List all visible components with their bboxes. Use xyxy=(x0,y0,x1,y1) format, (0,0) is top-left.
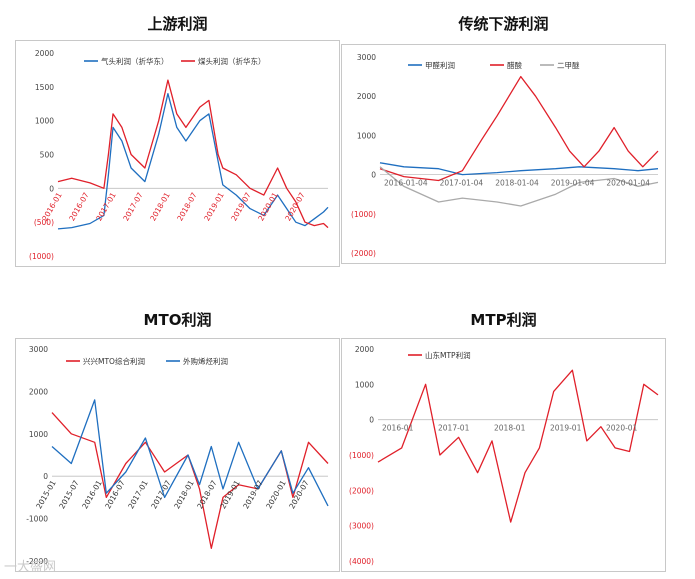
y-tick-label: 2000 xyxy=(355,345,374,354)
x-tick-label: 2018-01 xyxy=(172,479,196,511)
x-tick-label: 2017-01 xyxy=(438,424,470,433)
y-tick-label: 0 xyxy=(371,171,376,180)
x-tick-label: 2019-01 xyxy=(202,191,226,223)
x-tick-label: 2019-07 xyxy=(229,191,253,223)
y-tick-label: 1000 xyxy=(35,117,54,126)
y-tick-label: 3000 xyxy=(357,53,376,62)
chart-panel-mto: 3000 2000 1000 0 -1000 -2000 2015-01 2015-07 201… xyxy=(15,338,340,572)
y-tick-label: 0 xyxy=(43,472,48,481)
y-tick-label: (4000) xyxy=(349,557,374,566)
y-tick-label: -2000 xyxy=(26,557,48,566)
x-tick-label: 2019-01-04 xyxy=(551,179,595,188)
x-tick-label: 2018-01-04 xyxy=(495,179,539,188)
y-tick-label: 1500 xyxy=(35,83,54,92)
y-tick-label: 1000 xyxy=(355,380,374,389)
watermark-text: 一大盛网 xyxy=(4,560,57,575)
x-tick-label: 2019-07 xyxy=(241,479,265,511)
chart-svg-downstream: 3000 2000 1000 0 (1000) (2000) 2016-01-04 2017-… xyxy=(351,53,659,258)
x-tick-label: 2018-01 xyxy=(148,191,172,223)
y-tick-label: 500 xyxy=(40,151,55,160)
series-line-1 xyxy=(377,369,659,523)
y-tick-label: 1000 xyxy=(357,131,376,140)
series-line-2 xyxy=(57,79,329,229)
y-tick-label: (1000) xyxy=(349,451,374,460)
y-tick-label: (3000) xyxy=(349,522,374,531)
y-tick-label: 0 xyxy=(49,184,54,193)
y-tick-label: (2000) xyxy=(351,249,376,258)
y-tick-label: 2000 xyxy=(357,92,376,101)
chart-panel-downstream: 3000 2000 1000 0 (1000) (2000) 2016-01-04 2017-… xyxy=(341,44,666,264)
x-tick-label: 2016-01 xyxy=(382,424,414,433)
chart-title-upstream: 上游利润 xyxy=(147,15,208,33)
y-tick-label: (1000) xyxy=(351,210,376,219)
x-tick-label: 2017-01-04 xyxy=(440,179,484,188)
x-tick-label: 2016-01 xyxy=(80,479,104,511)
x-tick-label: 2016-07 xyxy=(67,191,91,223)
chart-panel-mtp: 2000 1000 0 (1000) (2000) (3000) (4000) 2016-01… xyxy=(341,338,666,572)
chart-title-mto: MTO利润 xyxy=(143,311,212,329)
legend-label: 外购烯烃利润 xyxy=(183,356,228,366)
x-tick-label: 2020-01 xyxy=(256,191,280,223)
y-tick-label: (2000) xyxy=(349,486,374,495)
legend-label: 醋酸 xyxy=(507,60,522,70)
y-tick-label: (1000) xyxy=(29,252,54,261)
series-line-2 xyxy=(379,75,659,182)
legend-label: 甲醛利润 xyxy=(425,60,455,70)
series-line-1 xyxy=(57,92,329,230)
legend-label: 煤头利润（折华东） xyxy=(198,56,266,66)
chart-svg-mtp: 2000 1000 0 (1000) (2000) (3000) (4000) 2016-01… xyxy=(349,345,659,566)
x-tick-label: 2017-07 xyxy=(121,191,145,223)
x-tick-label: 2015-07 xyxy=(57,479,81,511)
x-tick-label: 2015-01 xyxy=(34,479,58,511)
x-tick-label: 2020-01 xyxy=(606,424,638,433)
x-tick-label: 2018-01 xyxy=(494,424,526,433)
x-tick-label: 2020-01 xyxy=(264,479,288,511)
legend-label: 二甲醚 xyxy=(557,60,580,70)
y-tick-label: 2000 xyxy=(29,387,48,396)
legend-label: 气头利润（折华东） xyxy=(101,56,169,66)
y-tick-label: 1000 xyxy=(29,430,48,439)
legend-label: 兴兴MTO综合利润 xyxy=(83,356,145,366)
series-line-3 xyxy=(379,166,659,207)
x-tick-label: 2016-01-04 xyxy=(384,179,428,188)
x-tick-label: 2019-01 xyxy=(550,424,582,433)
x-tick-label: 2017-01 xyxy=(126,479,150,511)
x-tick-label: 2020-01-04 xyxy=(606,179,650,188)
chart-title-mtp: MTP利润 xyxy=(470,311,537,329)
chart-panel-upstream: 2000 1500 1000 500 0 (500) (1000) 2016-01 2016-0… xyxy=(15,40,340,267)
x-tick-label: 2018-07 xyxy=(175,191,199,223)
series-line-1 xyxy=(379,162,659,176)
y-tick-label: -1000 xyxy=(26,515,48,524)
x-tick-label: 2017-07 xyxy=(149,479,173,511)
y-tick-label: (500) xyxy=(34,218,54,227)
y-tick-label: 0 xyxy=(369,416,374,425)
series-line-2 xyxy=(51,399,329,507)
y-tick-label: 2000 xyxy=(35,49,54,58)
y-tick-label: 3000 xyxy=(29,345,48,354)
legend-label: 山东MTP利润 xyxy=(425,350,471,360)
chart-title-downstream: 传统下游利润 xyxy=(458,15,549,33)
